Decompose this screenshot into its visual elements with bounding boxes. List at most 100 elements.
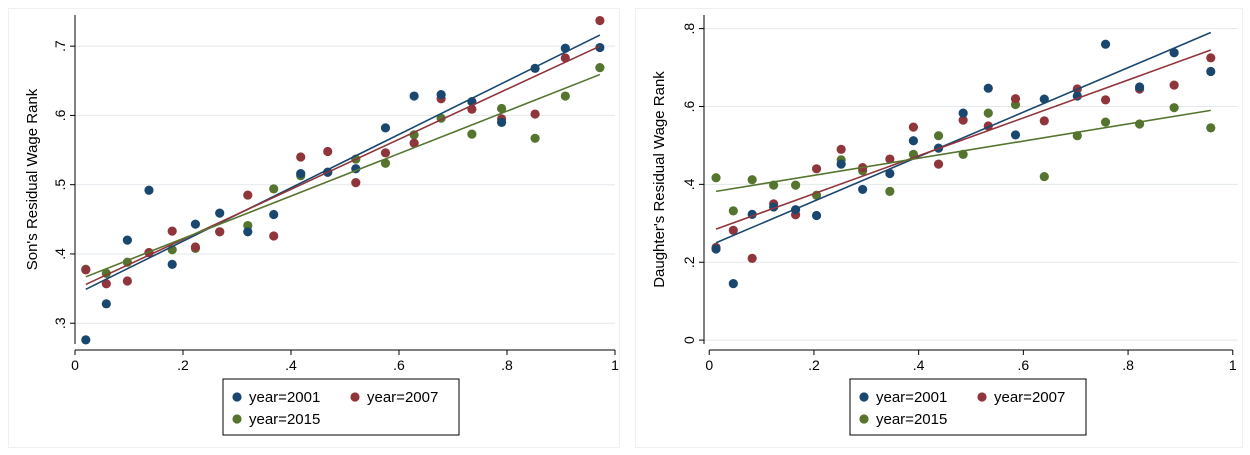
data-point [836, 159, 846, 169]
x-tick-label: .2 [177, 357, 189, 373]
data-point [1010, 130, 1021, 140]
data-point [885, 186, 895, 196]
y-tick-label: .8 [681, 23, 697, 35]
data-point [81, 265, 91, 275]
data-point [747, 175, 757, 185]
data-point [836, 144, 846, 154]
data-point [908, 122, 919, 132]
data-point [296, 169, 306, 179]
y-axis-title: Son's Residual Wage Rank [24, 88, 41, 270]
legend-marker [232, 414, 242, 424]
data-point [497, 117, 507, 127]
data-point [380, 148, 391, 158]
data-point [728, 279, 738, 289]
data-point [983, 108, 993, 118]
data-point [747, 253, 757, 263]
data-point [933, 159, 944, 169]
legend-marker [350, 392, 360, 402]
legend-marker [977, 392, 987, 402]
data-point [243, 227, 253, 237]
y-tick-label: .3 [52, 317, 68, 329]
data-point [269, 231, 279, 241]
data-point [243, 190, 253, 200]
y-tick-label: .7 [52, 40, 68, 52]
y-tick-label: .2 [681, 256, 697, 268]
data-point [885, 154, 895, 164]
data-point [791, 180, 801, 190]
data-point [1039, 116, 1049, 126]
y-tick-label: .6 [681, 100, 697, 112]
x-tick-label: 1 [1229, 357, 1237, 373]
data-point [296, 152, 306, 162]
y-tick-label: .6 [52, 109, 68, 121]
data-point [908, 136, 919, 146]
data-point [81, 335, 91, 345]
x-tick-label: 0 [705, 357, 713, 373]
data-point [885, 168, 895, 179]
data-point [711, 244, 721, 254]
data-point [409, 138, 419, 148]
x-tick-label: 1 [611, 357, 619, 373]
data-point [409, 91, 419, 101]
data-point [811, 210, 822, 221]
legend-marker [859, 414, 869, 424]
data-point [144, 185, 154, 195]
fit-line [715, 109, 1211, 193]
data-point [351, 178, 361, 188]
x-tick-label: .4 [285, 357, 297, 373]
fit-line [85, 73, 601, 278]
scatter-chart-sons: .3.4.5.6.70.2.4.6.81Father' Residual Wag… [24, 15, 619, 436]
data-point [728, 225, 738, 235]
data-point [269, 184, 279, 194]
data-point [122, 235, 132, 245]
y-tick-label: .4 [52, 248, 68, 260]
y-tick-label: .5 [52, 179, 68, 191]
data-point [595, 42, 605, 53]
data-point [1100, 95, 1111, 105]
data-point [122, 276, 132, 286]
fit-line [715, 49, 1212, 230]
scatter-chart-daughters: 0.2.4.6.80.2.4.6.81Mother' Residual Wage… [651, 15, 1238, 436]
legend-label: year=2001 [249, 389, 320, 406]
chart-panel-daughters: 0.2.4.6.80.2.4.6.81Mother' Residual Wage… [635, 8, 1243, 448]
x-tick-label: .6 [1018, 357, 1030, 373]
data-point [711, 173, 721, 183]
data-point [858, 184, 868, 195]
fit-line [85, 34, 601, 290]
data-point [958, 115, 968, 125]
data-point [380, 123, 391, 133]
data-point [530, 109, 540, 119]
x-tick-label: .2 [808, 357, 820, 373]
legend-box [222, 378, 460, 436]
data-point [1206, 53, 1216, 63]
data-point [728, 206, 738, 216]
data-point [101, 279, 111, 289]
y-axis-title: Daughter's Residual Wage Rank [651, 71, 668, 288]
data-point [436, 90, 446, 100]
data-point [595, 63, 605, 73]
data-point [215, 208, 225, 218]
legend-marker [859, 392, 869, 402]
data-point [215, 227, 225, 237]
data-point [467, 129, 477, 139]
data-point [1100, 39, 1111, 49]
data-point [1169, 48, 1179, 58]
y-tick-label: 0 [681, 336, 697, 344]
data-point [167, 259, 177, 269]
data-point [1039, 171, 1049, 182]
legend-label: year=2001 [876, 389, 947, 406]
data-point [1206, 123, 1216, 133]
data-point [1169, 80, 1179, 90]
legend-label: year=2007 [994, 389, 1065, 406]
data-point [530, 133, 540, 143]
data-point [167, 226, 177, 236]
data-point [983, 83, 993, 93]
data-point [1134, 82, 1145, 92]
x-tick-label: .8 [1122, 357, 1134, 373]
x-tick-label: 0 [71, 357, 79, 373]
data-point [1206, 66, 1216, 77]
legend-box [849, 378, 1087, 436]
data-point [101, 299, 111, 309]
data-point [1039, 94, 1049, 104]
chart-panel-sons: .3.4.5.6.70.2.4.6.81Father' Residual Wag… [8, 8, 620, 448]
